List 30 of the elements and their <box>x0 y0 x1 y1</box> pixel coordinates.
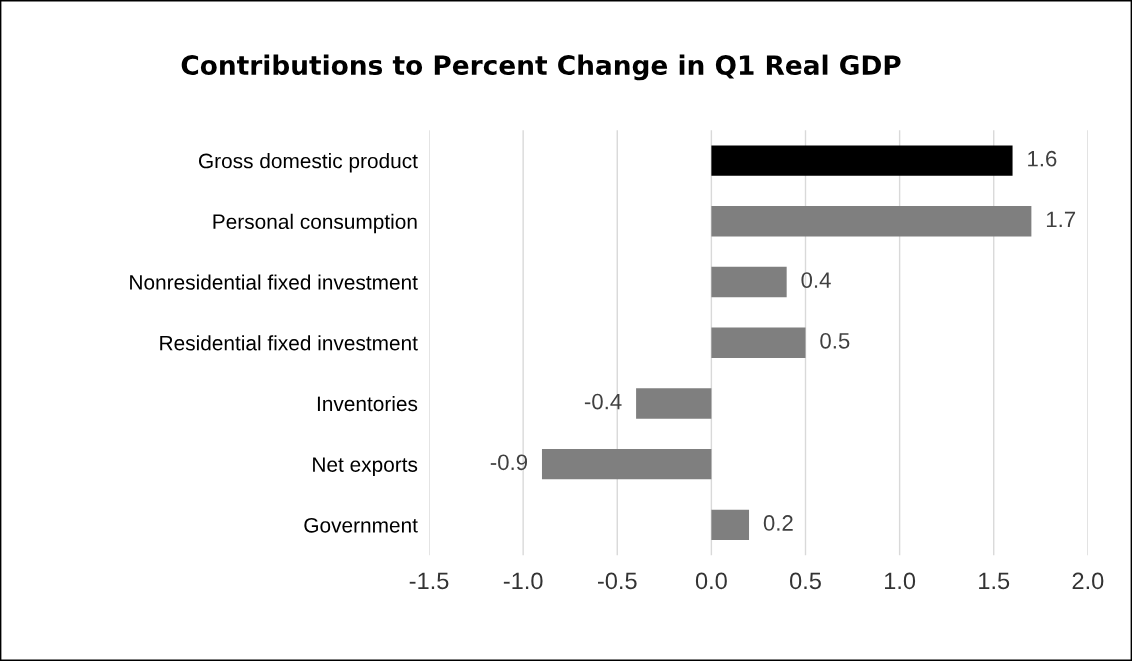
x-tick-label: -1.5 <box>409 572 449 590</box>
x-tick-label: 0.0 <box>695 572 727 590</box>
bar <box>711 206 1032 237</box>
x-tick-label: 1.5 <box>979 572 1010 590</box>
chart-title: Contributions to Percent Change in Q1 Real GDP <box>181 54 901 81</box>
y-tick-label: Government <box>304 517 418 533</box>
y-tick-label: Net exports <box>313 457 418 477</box>
data-label: -0.9 <box>490 454 528 471</box>
bar <box>636 388 712 419</box>
bar <box>711 509 750 541</box>
bar <box>541 448 712 480</box>
x-tick-label: -0.5 <box>597 572 637 590</box>
bar <box>711 327 806 358</box>
y-tick-label: Personal consumption <box>213 213 417 234</box>
bar <box>711 266 787 298</box>
data-label: 0.5 <box>820 332 850 349</box>
y-tick-label: Nonresidential fixed investment <box>130 274 418 290</box>
x-tick-label: 2.0 <box>1072 572 1104 590</box>
data-label: 1.6 <box>1028 150 1057 167</box>
data-label: 0.2 <box>763 515 793 531</box>
data-label: 1.7 <box>1046 211 1076 228</box>
bar <box>711 145 1013 176</box>
x-tick-label: 1.0 <box>885 572 916 590</box>
x-tick-label: 0.5 <box>790 572 821 590</box>
y-tick-label: Inventories <box>317 395 418 412</box>
y-tick-label: Gross domestic product <box>198 153 418 173</box>
y-tick-label: Residential fixed investment <box>160 335 418 351</box>
data-label: -0.4 <box>584 393 622 410</box>
x-tick-label: -1.0 <box>503 572 543 590</box>
data-label: 0.4 <box>801 272 831 288</box>
